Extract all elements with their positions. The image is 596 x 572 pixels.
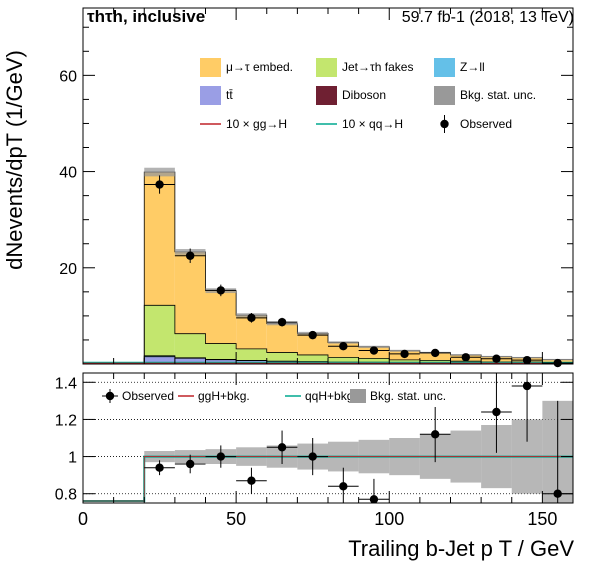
legend-label-bkg-stat-unc-: Bkg. stat. unc.	[460, 88, 536, 102]
ratio-legend-marker-observed	[105, 391, 115, 401]
main-panel: 20 40 60 μ→τ embed. Jet→τh fakes Z→ll tt̄ Dibo…	[59, 7, 574, 368]
observed-point	[339, 342, 348, 351]
bar-jet-h-fakes	[144, 305, 175, 356]
legend-swatch-tt-	[200, 86, 221, 105]
bar-jet-h-fakes	[236, 348, 267, 361]
observed-point	[155, 180, 164, 189]
ratio-point	[492, 407, 501, 417]
ratio-legend-label-observed: Observed	[122, 389, 174, 403]
observed-point	[247, 313, 256, 323]
x-axis-ticks: 0 50 100 150	[78, 8, 574, 529]
legend-swatch-jet-h-fakes	[316, 58, 337, 77]
stat-unc-bin	[144, 167, 175, 177]
legend-label-jet-h-fakes: Jet→τh fakes	[342, 60, 413, 74]
ratio-observed-points	[144, 373, 573, 504]
bar--embed-	[266, 323, 298, 353]
observed-point	[185, 251, 195, 260]
ratio-point	[339, 482, 348, 491]
ratio-point	[308, 452, 317, 461]
observed-point	[369, 346, 379, 355]
bar-jet-h-fakes	[205, 343, 237, 360]
ratio-point	[185, 459, 195, 469]
observed-point	[216, 286, 226, 295]
ratio-point	[247, 476, 256, 485]
y-axis-title: dNevents/dpT (1/GeV)	[2, 50, 27, 270]
legend-swatch-diboson	[316, 86, 337, 105]
bar-jet-h-fakes	[389, 359, 420, 363]
ratio-point	[155, 463, 164, 472]
bar--embed-	[205, 290, 237, 344]
bar-tt-	[205, 359, 237, 364]
bar-z-ll	[144, 355, 175, 357]
bar-jet-h-fakes	[297, 354, 328, 362]
ratio-y-tick-label: 0.8	[55, 487, 77, 504]
ratio-point	[369, 495, 379, 504]
ratio-point	[430, 430, 440, 439]
observed-point	[430, 348, 440, 358]
legend-swatch-z-ll	[434, 58, 455, 77]
bar--embed-	[174, 251, 206, 334]
ratio-point	[277, 443, 287, 452]
bar-jet-h-fakes	[174, 333, 206, 358]
observed-point	[492, 354, 501, 363]
observed-point	[400, 349, 409, 359]
bar-jet-h-fakes	[328, 357, 359, 363]
lumi-label: 59.7 fb-1 (2018, 13 TeV)	[402, 9, 574, 26]
ratio-legend-label-bkg-stat-unc-: Bkg. stat. unc.	[370, 389, 446, 403]
ratio-y-tick-label: 1.2	[55, 412, 77, 429]
ratio-legend-label-ggh-bkg-: ggH+bkg.	[198, 389, 250, 403]
main-y-ticks: 20 40 60	[59, 26, 573, 341]
ratio-point	[522, 381, 532, 391]
legend-label-tt-: tt̄	[226, 88, 233, 102]
x-tick-label: 0	[78, 509, 88, 529]
legend-swatch--embed-	[200, 58, 221, 77]
ratio-panel: 0.8 1 1.2 1.4 Observed ggH+bkg. qqH+bkg. Bkg. …	[55, 372, 574, 504]
channel-label: τhτh, inclusive	[87, 7, 205, 26]
observed-point	[277, 317, 287, 327]
legend-label-observed: Observed	[460, 117, 512, 131]
ratio-point	[216, 452, 226, 461]
bar--embed-	[144, 172, 175, 306]
legend-swatch-bkg-stat-unc-	[434, 86, 455, 105]
bar-jet-h-fakes	[358, 358, 390, 363]
x-axis-title: Trailing b-Jet p T / GeV	[348, 536, 574, 561]
x-tick-label: 100	[374, 509, 404, 529]
observed-point	[553, 358, 562, 368]
y-tick-label: 60	[59, 68, 77, 85]
observed-points	[144, 175, 573, 368]
legend-marker-observed	[440, 119, 449, 129]
ratio-legend-label-qqh-bkg-: qqH+bkg.	[305, 389, 357, 403]
observed-point	[522, 355, 532, 365]
bar-tt-	[174, 358, 206, 364]
ratio-legend-swatch-bkg-stat-unc-	[350, 389, 366, 403]
legend-label-z-ll: Z→ll	[460, 60, 485, 74]
bar-jet-h-fakes	[419, 360, 451, 363]
bar-jet-h-fakes	[266, 352, 298, 362]
ratio-legend: Observed ggH+bkg. qqH+bkg. Bkg. stat. unc.	[96, 385, 466, 407]
ratio-point	[553, 489, 562, 498]
legend-label-diboson: Diboson	[342, 88, 386, 102]
observed-point	[461, 353, 471, 362]
x-tick-label: 150	[527, 509, 557, 529]
y-tick-label: 20	[59, 261, 77, 278]
ratio-y-tick-label: 1.4	[55, 375, 77, 392]
legend-label-10-gg-h: 10 × gg→H	[226, 117, 287, 131]
y-tick-label: 40	[59, 165, 77, 182]
ratio-y-ticks: 0.8 1 1.2 1.4	[55, 375, 573, 504]
bar--embed-	[297, 333, 328, 355]
x-tick-label: 50	[226, 509, 246, 529]
observed-point	[308, 330, 317, 340]
legend-label-10-qq-h: 10 × qq→H	[342, 117, 403, 131]
ratio-y-tick-label: 1	[68, 450, 77, 467]
main-legend: μ→τ embed. Jet→τh fakes Z→ll tt̄ Diboson Bkg.…	[196, 50, 548, 138]
bar-tt-	[144, 356, 175, 363]
legend-label--embed-: μ→τ embed.	[226, 60, 293, 74]
